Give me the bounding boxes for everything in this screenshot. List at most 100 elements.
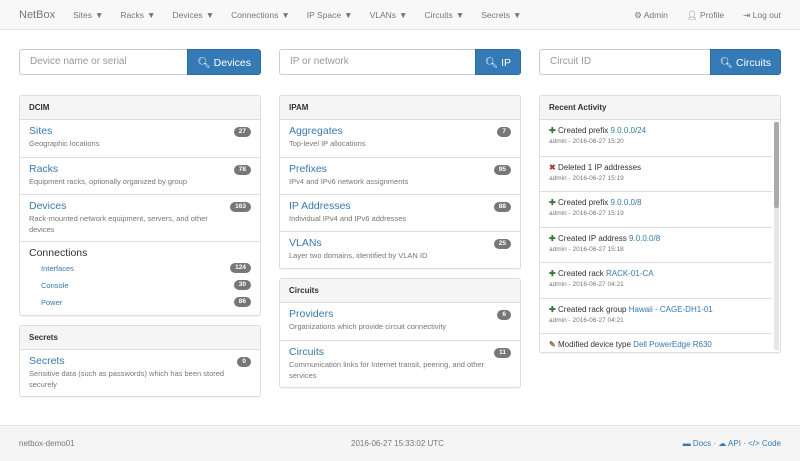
racks-link[interactable]: Racks bbox=[29, 163, 59, 175]
activity-meta: admin - 2016-06-27 15:20 bbox=[549, 138, 624, 145]
caret-down-icon: ▼ bbox=[455, 9, 465, 20]
count-badge: 7 bbox=[497, 127, 511, 137]
profile-link[interactable]: 👤︎ Profile bbox=[687, 10, 724, 21]
menu-label: Racks bbox=[120, 9, 145, 20]
activity-object-link[interactable]: 9.0.0.0/8 bbox=[629, 233, 661, 243]
prefixes-link[interactable]: Prefixes bbox=[289, 163, 327, 175]
link-label: Console bbox=[41, 281, 69, 290]
x-icon: ✖ bbox=[549, 162, 556, 172]
menu-sites[interactable]: Sites ▼ bbox=[73, 10, 103, 20]
caret-down-icon: ▼ bbox=[94, 9, 104, 20]
activity-object-link[interactable]: Hawaii - CAGE-DH1-01 bbox=[628, 304, 713, 314]
count-badge: 163 bbox=[230, 202, 251, 212]
search-icon: 🔍︎ bbox=[719, 56, 736, 69]
item-description: Layer two domains, identified by VLAN ID bbox=[289, 251, 428, 260]
count-badge: 0 bbox=[237, 357, 251, 367]
item-description: Organizations which provide circuit conn… bbox=[289, 322, 447, 331]
panel-heading: Secrets bbox=[20, 326, 260, 350]
menu-ip-space[interactable]: IP Space ▼ bbox=[307, 10, 353, 20]
count-badge: 27 bbox=[233, 127, 251, 137]
menu-connections[interactable]: Connections ▼ bbox=[231, 10, 290, 20]
providers-link[interactable]: Providers bbox=[289, 308, 334, 320]
code-icon: </> bbox=[748, 439, 760, 448]
admin-link[interactable]: ⚙ Admin bbox=[634, 10, 668, 21]
api-label: API bbox=[728, 439, 741, 448]
menu-devices[interactable]: Devices ▼ bbox=[172, 10, 214, 20]
pencil-icon: ✎ bbox=[549, 340, 556, 349]
scrollbar-thumb[interactable] bbox=[774, 122, 779, 208]
activity-text: ✖ Deleted 1 IP addresses bbox=[549, 162, 763, 174]
circuits-search-button[interactable]: 🔍︎ Circuits bbox=[709, 49, 781, 75]
aggregates-link[interactable]: Aggregates bbox=[289, 125, 343, 137]
connections-label: Connections bbox=[29, 247, 88, 259]
menu-secrets[interactable]: Secrets ▼ bbox=[481, 10, 521, 20]
activity-text: ✚ Created rack RACK-01-CA bbox=[549, 268, 763, 280]
vlans-link[interactable]: VLANs bbox=[289, 237, 322, 249]
plus-icon: ✚ bbox=[549, 126, 556, 135]
activity-item: ✚ Created IP address 9.0.0.0/8 admin - 201… bbox=[540, 226, 772, 263]
caret-down-icon: ▼ bbox=[281, 9, 290, 20]
count-badge: 6 bbox=[497, 310, 511, 320]
item-description: Individual IPv4 and IPv6 addresses bbox=[289, 214, 407, 223]
activity-item: ✖ Deleted 1 IP addresses admin - 2016-06-2… bbox=[540, 155, 772, 192]
ip-search-button[interactable]: 🔍︎ IP bbox=[474, 49, 521, 75]
activity-meta: admin - 2016-06-27 04:21 bbox=[549, 316, 624, 324]
profile-label: Profile bbox=[700, 9, 725, 20]
ip-addresses-link[interactable]: IP Addresses bbox=[289, 200, 351, 212]
activity-item: ✚ Created rack group Hawaii - CAGE-DH1-01… bbox=[540, 297, 772, 334]
docs-link[interactable]: ▬ Docs bbox=[683, 439, 711, 448]
menu-vlans[interactable]: VLANs ▼ bbox=[370, 10, 408, 20]
count-badge: 86 bbox=[233, 297, 251, 307]
count-badge: 25 bbox=[493, 239, 511, 249]
link-label: Power bbox=[41, 298, 63, 307]
menu-circuits[interactable]: Circuits ▼ bbox=[424, 10, 464, 20]
circuits-search-input[interactable] bbox=[539, 49, 710, 75]
connections-power-link[interactable]: Power 86 bbox=[29, 294, 251, 311]
button-label: IP bbox=[501, 56, 511, 69]
activity-object-link[interactable]: RACK-01-CA bbox=[606, 269, 654, 278]
activity-object-link[interactable]: 9.0.0.0/24 bbox=[610, 126, 647, 135]
activity-object-link[interactable]: 9.0.0.0/8 bbox=[610, 198, 642, 207]
secrets-link[interactable]: Secrets bbox=[29, 355, 65, 367]
devices-search-button[interactable]: 🔍︎ Devices bbox=[187, 49, 261, 75]
activity-action: Modified device type bbox=[558, 340, 631, 349]
brand-logo[interactable]: NetBox bbox=[19, 8, 56, 21]
connections-group: Connections Interfaces 124 Console 30 Power 8… bbox=[20, 241, 260, 315]
devices-link[interactable]: Devices bbox=[29, 200, 67, 212]
navbar: NetBox Sites ▼ Racks ▼ Devices ▼ Connections ▼ I… bbox=[0, 0, 800, 30]
logout-label: Log out bbox=[752, 9, 781, 20]
menu-racks[interactable]: Racks ▼ bbox=[120, 10, 155, 20]
api-link[interactable]: ☁ API bbox=[718, 439, 741, 448]
activity-object-link[interactable]: Dell PowerEdge R630 bbox=[633, 340, 712, 349]
sites-link[interactable]: Sites bbox=[29, 125, 53, 137]
item-description: Sensitive data (such as passwords) which… bbox=[29, 369, 225, 389]
button-label: Circuits bbox=[735, 56, 771, 69]
ip-search-input[interactable] bbox=[279, 49, 475, 75]
caret-down-icon: ▼ bbox=[399, 9, 408, 20]
activity-action: Created prefix bbox=[558, 126, 609, 135]
count-badge: 30 bbox=[233, 280, 251, 290]
menu-label: Circuits bbox=[424, 9, 453, 20]
menu-label: Sites bbox=[73, 9, 92, 20]
connections-console-link[interactable]: Console 30 bbox=[29, 277, 251, 294]
panel-item-providers: Providers Organizations which provide cir… bbox=[280, 303, 520, 340]
search-icon: 🔍︎ bbox=[197, 56, 214, 69]
logout-link[interactable]: ⇥ Log out bbox=[743, 10, 781, 21]
devices-search-input[interactable] bbox=[19, 49, 188, 75]
panel-item-ip-addresses: IP Addresses Individual IPv4 and IPv6 add… bbox=[280, 194, 520, 231]
menu-label: Devices bbox=[172, 9, 203, 20]
circuits-link[interactable]: Circuits bbox=[289, 346, 325, 358]
logout-icon: ⇥ bbox=[743, 9, 751, 20]
count-badge: 78 bbox=[233, 165, 251, 175]
scrollbar[interactable] bbox=[774, 122, 779, 350]
activity-text: ✎ Modified device type Dell PowerEdge R63… bbox=[549, 339, 763, 351]
panel-item-racks: Racks Equipment racks, optionally organiz… bbox=[20, 157, 260, 194]
code-link[interactable]: </> Code bbox=[748, 439, 781, 448]
connections-interfaces-link[interactable]: Interfaces 124 bbox=[29, 260, 251, 277]
footer-hostname: netbox-demo01 bbox=[19, 439, 75, 448]
activity-meta: admin - 2016-06-27 15:19 bbox=[549, 210, 624, 217]
item-description: IPv4 and IPv6 network assignments bbox=[289, 177, 409, 186]
count-badge: 11 bbox=[494, 348, 511, 358]
plus-icon: ✚ bbox=[549, 233, 556, 243]
activity-action: Created prefix bbox=[558, 198, 609, 207]
